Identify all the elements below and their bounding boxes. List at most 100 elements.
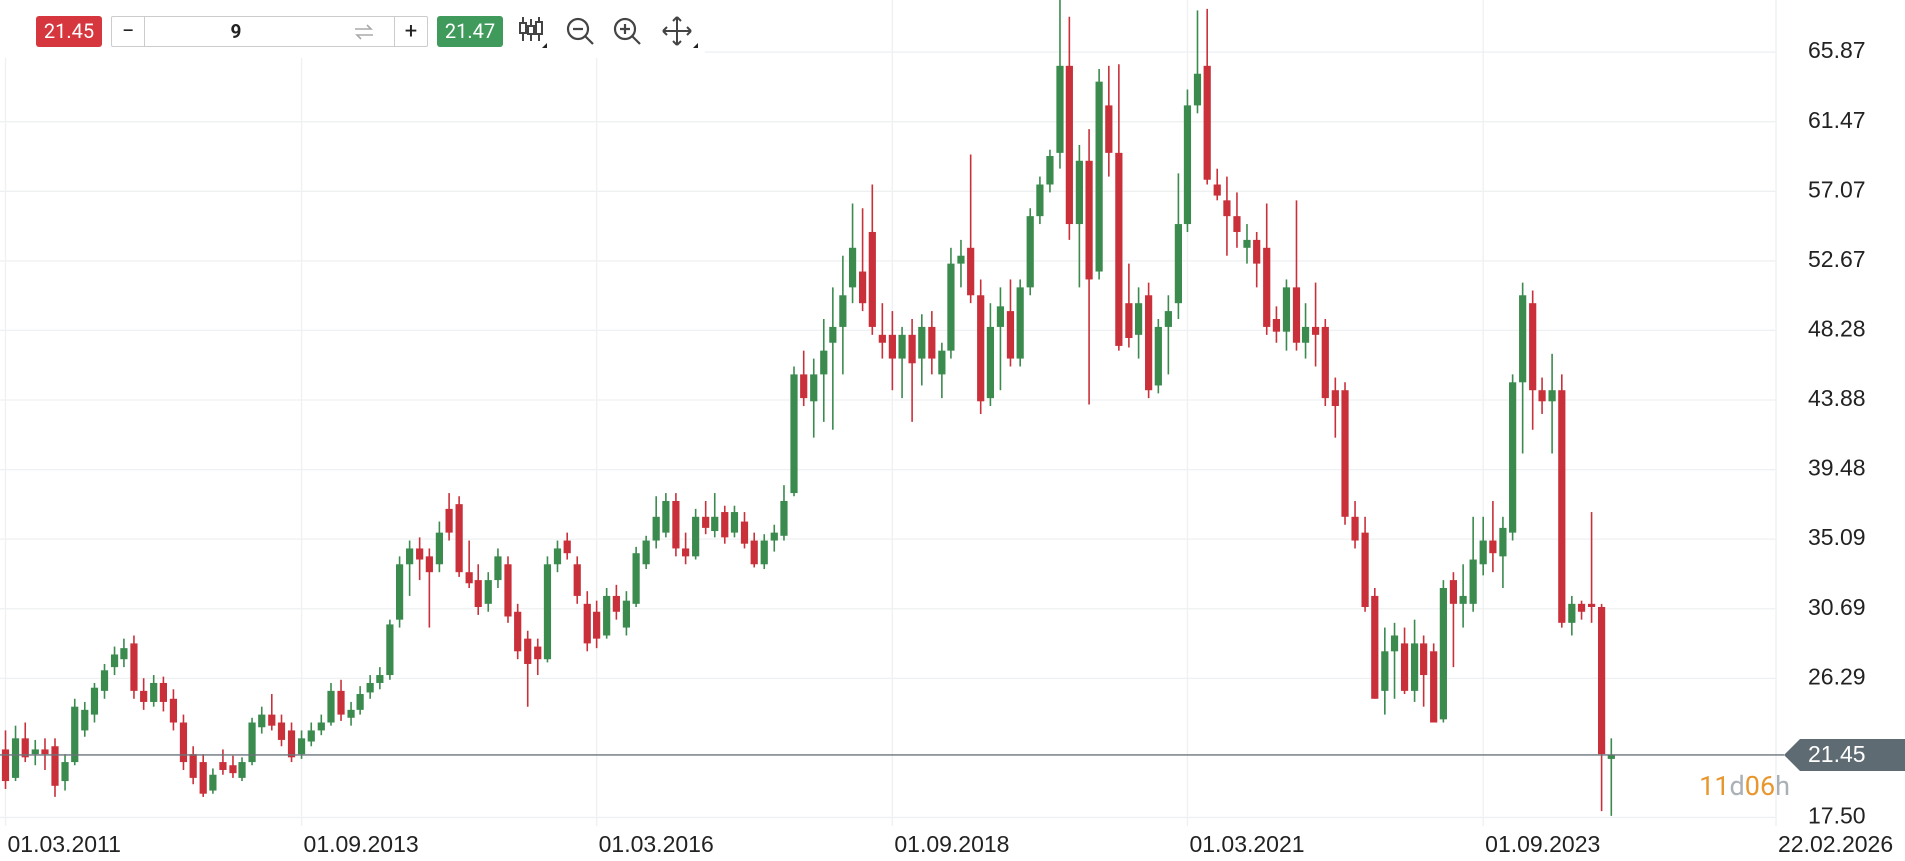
- y-tick-label: 65.87: [1808, 37, 1866, 63]
- candle-body: [810, 374, 818, 402]
- candle-body: [1233, 216, 1241, 232]
- increase-button[interactable]: +: [394, 17, 427, 46]
- candle-body: [465, 572, 473, 584]
- candle-body: [1213, 184, 1221, 196]
- candle-body: [1016, 287, 1024, 359]
- candle-body: [1587, 603, 1596, 607]
- candle-body: [1341, 390, 1349, 517]
- candle-body: [366, 682, 374, 693]
- candle-body: [1420, 643, 1428, 676]
- candle-body: [1400, 643, 1409, 691]
- candle-body: [287, 730, 296, 758]
- candle-body: [1145, 295, 1153, 391]
- candle-body: [672, 500, 680, 549]
- candle-body: [603, 595, 611, 636]
- candle-body: [31, 749, 39, 755]
- candle-body: [1115, 152, 1123, 346]
- candle-body: [1479, 540, 1487, 565]
- candle-body: [1263, 247, 1271, 327]
- y-tick-label: 17.50: [1808, 803, 1866, 829]
- candle-body: [711, 516, 719, 532]
- candle-body: [140, 690, 148, 702]
- candle-body: [514, 611, 522, 652]
- y-tick-label: 48.28: [1808, 315, 1866, 341]
- candle-body: [209, 774, 217, 791]
- candle-body: [1371, 595, 1379, 699]
- candle-body: [258, 714, 266, 728]
- y-tick-label: 57.07: [1808, 176, 1866, 202]
- pan-icon[interactable]: [660, 14, 700, 50]
- decrease-button[interactable]: −: [112, 17, 145, 46]
- candle-body: [593, 611, 601, 639]
- candle-body: [1292, 287, 1301, 343]
- candle-body: [1509, 382, 1517, 533]
- candle-body: [702, 516, 710, 528]
- candle-body: [820, 350, 828, 375]
- candle-body: [1253, 239, 1261, 264]
- quantity-input[interactable]: 9: [230, 20, 242, 43]
- candle-body: [41, 749, 49, 755]
- candle-body: [268, 714, 276, 726]
- candle-body: [553, 548, 562, 565]
- buy-button[interactable]: 21.47: [437, 16, 503, 47]
- candle-body: [297, 738, 306, 755]
- candle-body: [1243, 239, 1251, 248]
- candle-body: [130, 643, 138, 691]
- candle-body: [1174, 224, 1182, 304]
- candle-body: [721, 512, 729, 538]
- candle-body: [504, 564, 512, 617]
- candle-body: [11, 738, 20, 778]
- candle-body: [435, 532, 443, 565]
- candle-body: [1301, 326, 1310, 343]
- chart-type-icon[interactable]: [518, 14, 548, 50]
- candle-body: [1, 749, 10, 782]
- candle-body: [1568, 603, 1576, 623]
- x-tick-label: 01.09.2023: [1485, 831, 1600, 857]
- candle-body: [1085, 160, 1093, 280]
- candle-body: [563, 540, 571, 554]
- candle-body: [573, 564, 581, 596]
- candle-body: [395, 564, 404, 620]
- candles: [1, 0, 1615, 816]
- zoom-in-icon[interactable]: [612, 16, 644, 48]
- candle-body: [780, 500, 788, 536]
- candle-body: [1558, 390, 1566, 623]
- candle-body: [81, 709, 89, 731]
- candle-body: [100, 670, 109, 691]
- countdown-part: 06: [1744, 770, 1776, 802]
- candle-body: [878, 334, 886, 343]
- y-tick-label: 43.88: [1808, 385, 1866, 411]
- swap-icon[interactable]: [352, 22, 376, 42]
- zoom-out-icon[interactable]: [565, 16, 597, 48]
- candle-body: [1381, 651, 1389, 691]
- candle-body: [947, 263, 955, 351]
- candle-body: [534, 646, 542, 660]
- candle-body: [1026, 216, 1034, 288]
- candle-body: [642, 540, 650, 565]
- candle-body: [1223, 200, 1231, 217]
- countdown-part: 11: [1699, 770, 1730, 802]
- y-tick-label: 35.09: [1808, 524, 1866, 550]
- candle-body: [229, 765, 237, 774]
- candle-body: [347, 709, 355, 718]
- candle-body: [71, 706, 79, 763]
- candle-body: [199, 762, 207, 794]
- candle-body: [1321, 326, 1329, 399]
- candle-body: [150, 682, 158, 702]
- candle-body: [1489, 540, 1497, 554]
- y-tick-label: 30.69: [1808, 594, 1866, 620]
- candle-body: [455, 504, 463, 573]
- sell-button[interactable]: 21.45: [36, 16, 102, 47]
- candle-body: [484, 580, 492, 604]
- candle-body: [51, 746, 59, 786]
- candle-body: [1311, 326, 1320, 335]
- x-tick-label: 22.02.2026: [1778, 831, 1893, 857]
- candle-body: [376, 675, 384, 683]
- candle-body: [996, 306, 1005, 327]
- candle-body: [1006, 311, 1015, 359]
- candle-body: [1449, 580, 1458, 604]
- candle-body: [1607, 754, 1615, 759]
- countdown-part: h: [1775, 770, 1790, 802]
- candle-body: [317, 722, 325, 731]
